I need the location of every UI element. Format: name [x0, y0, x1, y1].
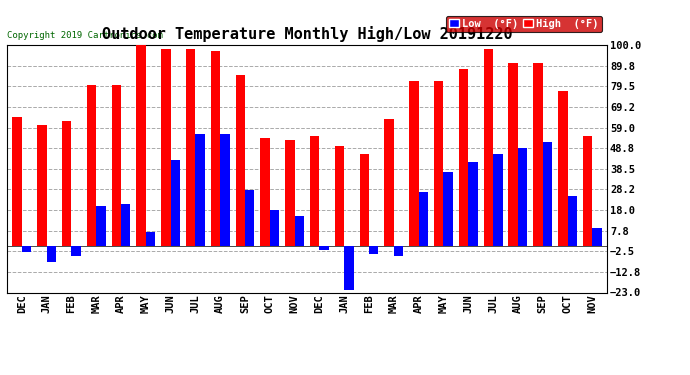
Bar: [270, 210, 279, 246]
Bar: [518, 148, 527, 246]
Bar: [409, 81, 419, 246]
Title: Outdoor Temperature Monthly High/Low 20191220: Outdoor Temperature Monthly High/Low 201…: [101, 27, 513, 42]
Bar: [121, 204, 130, 246]
Bar: [335, 146, 344, 246]
Bar: [137, 35, 146, 246]
Text: Copyright 2019 Cartronics.com: Copyright 2019 Cartronics.com: [7, 31, 163, 40]
Bar: [47, 246, 56, 262]
Bar: [319, 246, 329, 250]
Bar: [533, 63, 543, 246]
Bar: [285, 140, 295, 246]
Bar: [195, 134, 205, 246]
Bar: [394, 246, 403, 256]
Bar: [543, 142, 552, 246]
Bar: [245, 190, 255, 246]
Bar: [295, 216, 304, 246]
Bar: [12, 117, 22, 246]
Bar: [260, 138, 270, 246]
Bar: [112, 85, 121, 246]
Bar: [567, 196, 577, 246]
Bar: [359, 154, 369, 246]
Bar: [146, 232, 155, 246]
Legend: Low  (°F), High  (°F): Low (°F), High (°F): [446, 15, 602, 32]
Bar: [87, 85, 96, 246]
Bar: [558, 91, 567, 246]
Bar: [62, 122, 71, 246]
Bar: [170, 160, 180, 246]
Bar: [369, 246, 379, 254]
Bar: [384, 120, 394, 246]
Bar: [71, 246, 81, 256]
Bar: [509, 63, 518, 246]
Bar: [211, 51, 220, 246]
Bar: [469, 162, 477, 246]
Bar: [444, 172, 453, 246]
Bar: [344, 246, 354, 291]
Bar: [434, 81, 444, 246]
Bar: [419, 192, 428, 246]
Bar: [310, 135, 319, 246]
Bar: [592, 228, 602, 246]
Bar: [161, 49, 170, 246]
Bar: [220, 134, 230, 246]
Bar: [186, 49, 195, 246]
Bar: [459, 69, 469, 246]
Bar: [484, 49, 493, 246]
Bar: [37, 126, 47, 246]
Bar: [96, 206, 106, 246]
Bar: [583, 135, 592, 246]
Bar: [493, 154, 502, 246]
Bar: [22, 246, 31, 252]
Bar: [235, 75, 245, 246]
